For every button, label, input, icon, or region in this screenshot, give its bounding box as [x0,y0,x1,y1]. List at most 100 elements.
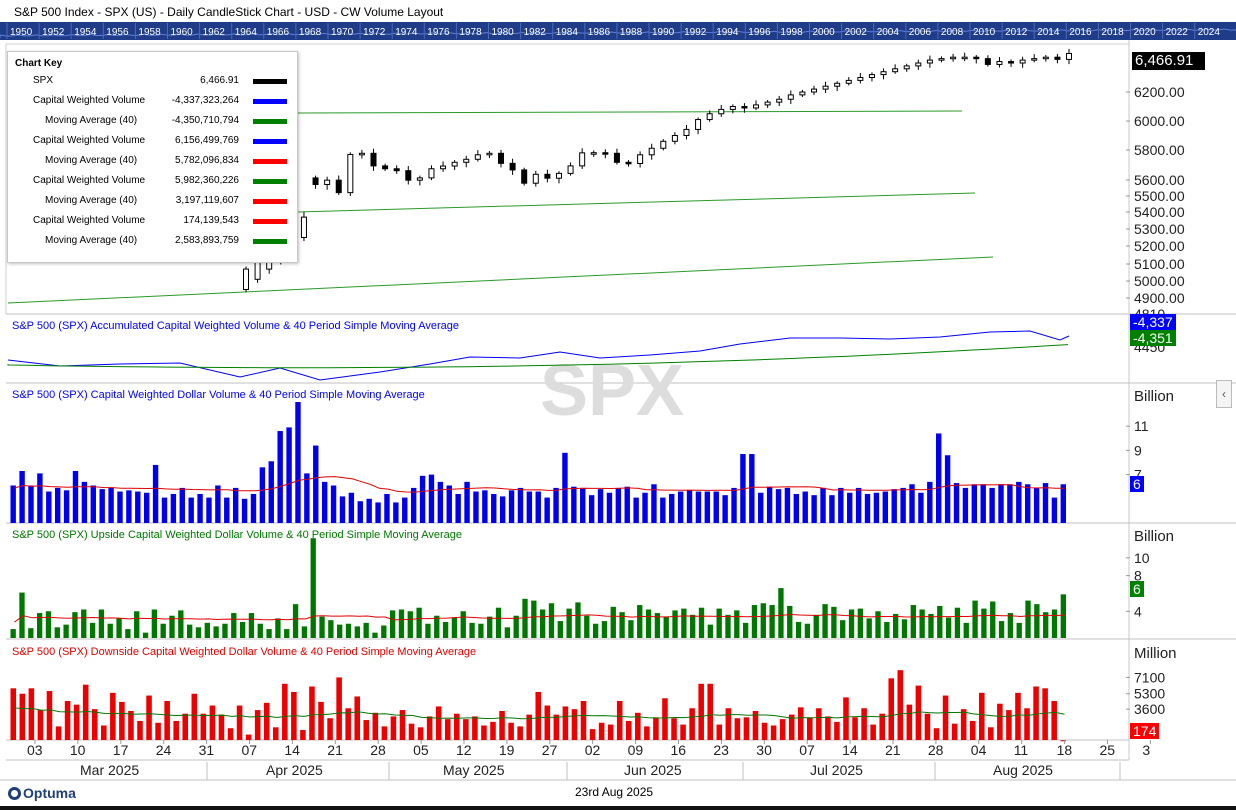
down-bar [137,720,143,740]
down-bar [535,691,542,740]
up-bar [513,615,519,638]
cw-bar [535,491,541,523]
cw-bar [597,489,604,523]
x-axis-month-label: Mar 2025 [80,762,139,778]
year-strip-label: 2018 [1101,27,1124,38]
cw-bar [54,487,61,523]
price-tick-label: 5800.00 [1134,142,1185,158]
cw-bar [927,481,933,523]
up-bar [231,613,237,638]
up-bar [919,609,925,638]
down-bar [807,717,813,740]
up-bar [540,609,546,638]
up-bar [663,616,669,638]
x-axis-day-label: 14 [284,742,300,758]
up-bar [469,622,475,638]
up-bar [945,617,952,638]
cw-bar [161,497,168,523]
down-bar [101,725,107,740]
down-bar [164,701,170,740]
up-bar [787,605,793,638]
collapse-panel-button[interactable]: ‹ [1216,380,1232,408]
cw-bar [855,487,862,523]
down-tick-label: 3600 [1134,701,1165,717]
chart-key-row: Capital Weighted Volume 6,156,499,769 [8,135,297,155]
up-tick-label: 8 [1134,568,1142,584]
up-bar [795,621,802,638]
price-tick-label: 5000.00 [1134,273,1185,289]
up-bar [751,605,758,638]
up-bar [416,607,422,638]
chart-key-series-value: -4,337,323,264 [171,95,239,106]
chart-key-title: Chart Key [15,58,63,69]
accumulated-ma-line [7,344,1069,369]
down-bar [752,710,759,740]
candle-body [845,79,852,84]
down-bar [354,696,360,740]
cw-bar [651,484,657,523]
x-axis-month-label: Jun 2025 [624,762,682,778]
cw-bar [339,496,346,523]
chart-key[interactable]: Chart Key SPX 6,466.91 Capital Weighted Vo… [7,51,298,263]
up-bar [504,627,511,638]
down-panel-label: S&P 500 (SPX) Downside Capital Weighted … [12,646,477,658]
x-axis-day-label: 27 [542,742,558,758]
up-bar [363,622,369,638]
down-bar [209,705,216,740]
up-bar [425,623,431,638]
x-axis-day-label: 11 [1014,742,1029,758]
down-bar [481,725,487,740]
down-bar [173,720,179,740]
chart-key-row: SPX 6,466.91 [8,75,297,95]
cw-bar [1060,484,1066,523]
up-bar [654,613,661,638]
up-bar [195,627,202,638]
candle-body [706,113,713,121]
down-bar [64,701,71,740]
down-bar [318,701,324,740]
cw-bar [277,431,283,523]
up-bar [213,626,219,638]
down-bar [933,728,940,740]
year-strip-label: 2022 [1166,27,1189,38]
down-bar [743,717,750,740]
up-bar [169,615,175,638]
up-bar [107,623,113,638]
down-bar [345,708,351,740]
candle-body [463,158,470,163]
cw-bar [918,492,924,523]
candle-body [544,173,551,179]
up-bar [690,614,696,638]
optuma-brand: Optuma [23,785,76,801]
chart-key-swatch [253,79,287,84]
down-bar [1033,686,1039,740]
up-bar [698,607,705,638]
up-bar [681,608,687,638]
up-bar [619,612,625,638]
up-bar [972,600,978,638]
cw-bar [72,470,79,523]
year-strip-label: 1988 [620,27,643,38]
down-bar [571,709,578,740]
cw-bar [562,452,568,523]
cw-bar [873,492,880,523]
up-bar [116,618,122,638]
down-bar [91,709,98,740]
up-bar [266,629,272,638]
down-bar [825,716,831,740]
candle-body [393,168,400,172]
year-strip-history-line [0,28,1236,38]
up-bar [372,632,378,638]
cw-bar [820,487,826,523]
up-bar [637,605,643,638]
up-bar [381,625,387,638]
down-bar [906,704,913,740]
up-bar [1016,622,1022,638]
price-tick-label: 6000.00 [1134,113,1185,129]
up-bar [893,613,899,638]
down-bar [616,701,623,740]
cw-bar [784,487,791,523]
up-bar [804,623,811,638]
cw-bar [295,402,301,523]
